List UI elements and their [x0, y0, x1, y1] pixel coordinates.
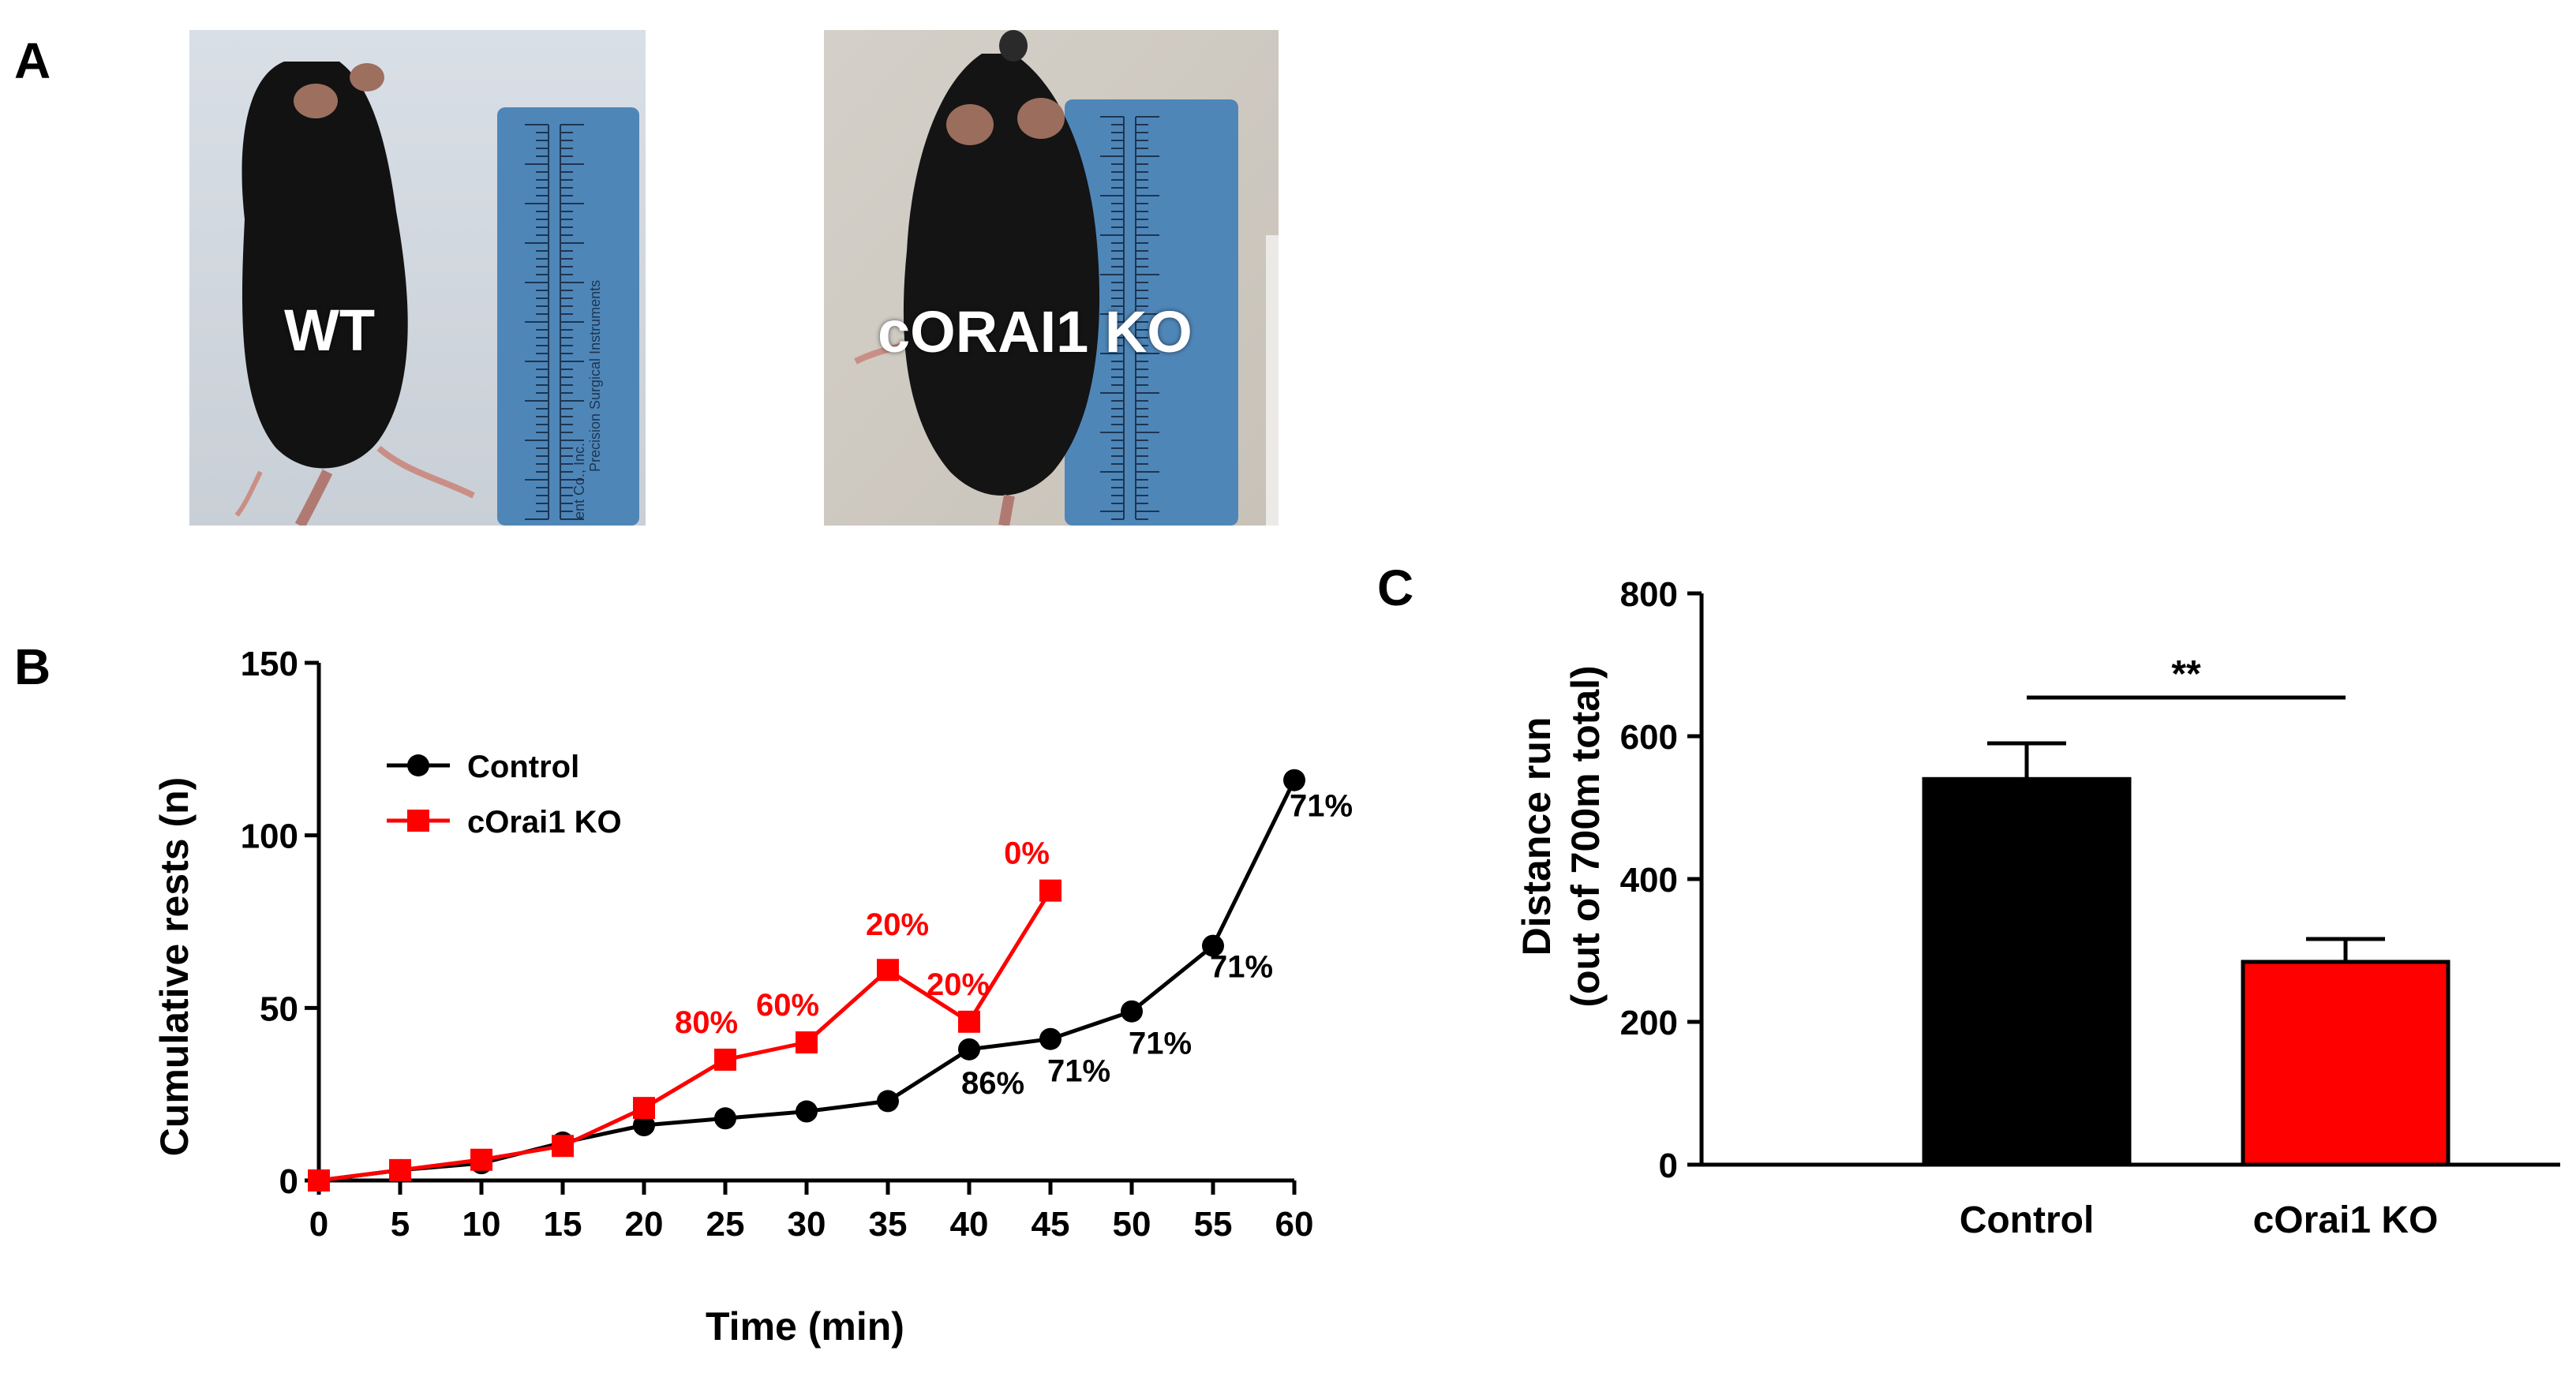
- data-point: [877, 1090, 899, 1113]
- data-point: [714, 1107, 736, 1130]
- ruler-text-2: ent Co., Inc.: [571, 443, 587, 519]
- x-tick-label: 35: [869, 1205, 908, 1244]
- data-point: [796, 1100, 818, 1123]
- ruler: [497, 107, 639, 526]
- data-label: 71%: [1047, 1054, 1110, 1089]
- x-tick-label: 20: [625, 1205, 664, 1244]
- panel-b-letter: B: [14, 638, 51, 695]
- x-tick-label: 40: [950, 1205, 989, 1244]
- data-point: [1039, 1027, 1061, 1050]
- photo-wt: Precision Surgical Instruments ent Co., …: [189, 30, 646, 526]
- panel-a-letter: A: [14, 32, 51, 89]
- panel-c-letter: C: [1377, 559, 1414, 616]
- data-label: 60%: [756, 988, 819, 1023]
- data-point: [877, 959, 899, 982]
- x-tick-label: 10: [462, 1205, 501, 1244]
- x-tick-label: 0: [309, 1205, 328, 1244]
- data-point: [633, 1114, 655, 1137]
- x-tick-label: 55: [1194, 1205, 1233, 1244]
- x-axis-title: Time (min): [706, 1304, 904, 1349]
- photo-ko: cORAI1 KO: [824, 30, 1279, 526]
- data-point: [389, 1158, 411, 1181]
- significance-label: **: [2171, 653, 2201, 695]
- bar-control: [1922, 776, 2132, 1167]
- data-label: 0%: [1004, 836, 1050, 871]
- x-tick-label: 60: [1275, 1205, 1314, 1244]
- y-tick-label: 600: [1620, 718, 1678, 757]
- data-label: 80%: [675, 1005, 738, 1040]
- y-axis-title-line1: Distance run: [1515, 717, 1559, 956]
- legend-marker: [407, 754, 429, 776]
- y-tick-label: 50: [260, 990, 298, 1028]
- photo-wt-art: Precision Surgical Instruments ent Co., …: [189, 30, 646, 526]
- data-point: [633, 1097, 655, 1120]
- data-point: [1202, 934, 1224, 957]
- data-label: 86%: [961, 1066, 1024, 1101]
- mouse-ko-shape: [854, 30, 1100, 526]
- series-line-ko: [318, 889, 1053, 1183]
- y-tick-label: 400: [1620, 861, 1678, 900]
- data-label: 20%: [927, 967, 990, 1002]
- data-point: [714, 1048, 736, 1071]
- y-tick-label: 150: [241, 645, 298, 683]
- data-point: [1039, 879, 1061, 902]
- y-tick-label: 200: [1620, 1004, 1678, 1042]
- y-tick-label: 100: [241, 817, 298, 856]
- bar-ko: [2241, 960, 2451, 1167]
- mouse-wt-shape: [234, 62, 475, 526]
- data-point: [796, 1031, 818, 1054]
- y-tick-label: 800: [1620, 575, 1678, 614]
- x-tick-label: 30: [788, 1205, 826, 1244]
- x-tick-label: 5: [391, 1205, 410, 1244]
- y-tick-label: 0: [279, 1162, 298, 1201]
- x-tick-label: 25: [706, 1205, 745, 1244]
- bar-chart-distance: 0 200 400 600 800 Control cOrai1 KO ** Distanc…: [1515, 575, 2560, 1241]
- data-label: 71%: [1129, 1027, 1192, 1061]
- data-label: 71%: [1290, 789, 1353, 824]
- x-tick-label: 45: [1032, 1205, 1070, 1244]
- x-tick-label: 15: [544, 1205, 582, 1244]
- ruler-text: Precision Surgical Instruments: [587, 280, 603, 472]
- legend-marker: [407, 810, 429, 832]
- data-point: [308, 1169, 330, 1192]
- data-point: [958, 1038, 980, 1061]
- photo-ko-art: [824, 30, 1279, 526]
- legend-label: Control: [467, 750, 579, 784]
- data-point: [1283, 769, 1305, 791]
- legend-label: cOrai1 KO: [467, 805, 622, 840]
- y-tick-label: 0: [1659, 1147, 1678, 1185]
- data-point: [552, 1135, 574, 1158]
- data-point: [1121, 1000, 1143, 1023]
- y-axis-title: Cumulative rests (n): [152, 777, 197, 1157]
- x-tick-label: cOrai1 KO: [2253, 1199, 2439, 1241]
- data-point: [958, 1010, 980, 1033]
- photo-ko-label: cORAI1 KO: [878, 299, 1193, 365]
- data-point: [470, 1148, 492, 1171]
- photo-wt-label: WT: [284, 297, 376, 363]
- y-axis-title-line2: (out of 700m total): [1563, 665, 1608, 1007]
- x-tick-label: 50: [1113, 1205, 1151, 1244]
- x-tick-label: Control: [1960, 1199, 2095, 1241]
- data-label: 20%: [866, 907, 929, 942]
- line-chart-rests: 0 50 100 150 0 5 10 15 20 25 30 35 40 45 50 55 60 86% 71%…: [152, 645, 1353, 1349]
- data-label: 71%: [1210, 950, 1273, 985]
- ruler-ko: [1065, 99, 1238, 526]
